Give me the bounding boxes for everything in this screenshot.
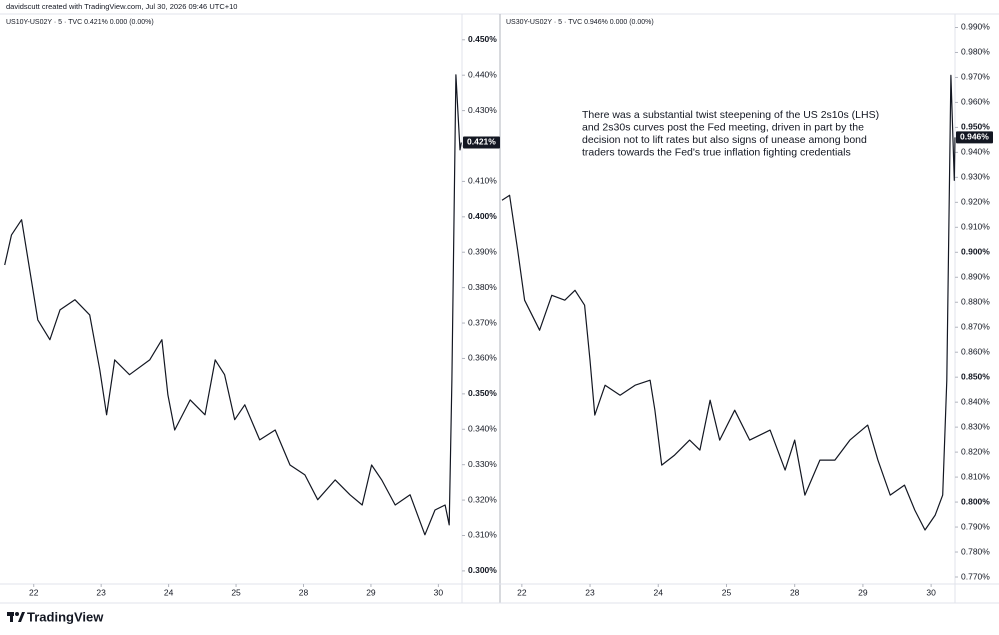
annotation-line: and 2s30s curves post the Fed meeting, d… (582, 121, 864, 133)
y-tick-label: 0.400% (468, 211, 497, 221)
logo-icon (10, 612, 13, 622)
annotation-line: decision not to lift rates but also sign… (582, 134, 867, 146)
y-tick-label: 0.300% (468, 565, 497, 575)
y-tick-label: 0.370% (468, 317, 497, 327)
y-tick-label: 0.800% (961, 496, 990, 506)
x-tick-label: 22 (517, 587, 527, 597)
price-tag-label: 0.421% (467, 137, 496, 147)
y-tick-label: 0.960% (961, 97, 990, 107)
y-tick-label: 0.900% (961, 247, 990, 257)
x-tick-label: 24 (164, 587, 174, 597)
y-tick-label: 0.860% (961, 346, 990, 356)
chart-legend: US30Y-US02Y · 5 · TVC 0.946% 0.000 (0.00… (506, 19, 654, 26)
y-tick-label: 0.980% (961, 47, 990, 57)
y-tick-label: 0.990% (961, 22, 990, 32)
y-tick-label: 0.360% (468, 353, 497, 363)
y-tick-label: 0.820% (961, 446, 990, 456)
chart-legend: US10Y-US02Y · 5 · TVC 0.421% 0.000 (0.00… (6, 19, 154, 26)
y-tick-label: 0.880% (961, 296, 990, 306)
logo-icon (15, 612, 19, 616)
logo: TradingView (7, 609, 104, 624)
y-tick-label: 0.780% (961, 546, 990, 556)
y-tick-label: 0.810% (961, 471, 990, 481)
y-tick-label: 0.770% (961, 571, 990, 581)
x-tick-label: 29 (858, 587, 868, 597)
series-line (501, 74, 956, 531)
logo-text: TradingView (27, 609, 104, 624)
x-tick-label: 25 (231, 587, 241, 597)
y-tick-label: 0.380% (468, 282, 497, 292)
price-tag-label: 0.946% (960, 132, 989, 142)
y-tick-label: 0.390% (468, 246, 497, 256)
annotation-line: traders towards the Fed's true inflation… (582, 147, 851, 159)
x-tick-label: 28 (790, 587, 800, 597)
y-tick-label: 0.870% (961, 321, 990, 331)
x-tick-label: 25 (722, 587, 732, 597)
annotation-line: There was a substantial twist steepening… (582, 109, 879, 121)
y-tick-label: 0.310% (468, 530, 497, 540)
x-tick-label: 22 (29, 587, 39, 597)
y-tick-label: 0.320% (468, 494, 497, 504)
price-tag (956, 131, 993, 144)
y-tick-label: 0.970% (961, 72, 990, 82)
y-tick-label: 0.890% (961, 272, 990, 282)
x-tick-label: 30 (434, 587, 444, 597)
x-tick-label: 23 (585, 587, 595, 597)
x-tick-label: 28 (299, 587, 309, 597)
x-tick-label: 29 (366, 587, 376, 597)
y-tick-label: 0.930% (961, 172, 990, 182)
y-tick-label: 0.790% (961, 521, 990, 531)
logo-icon (18, 612, 25, 622)
y-tick-label: 0.950% (961, 122, 990, 132)
y-tick-label: 0.850% (961, 371, 990, 381)
y-tick-label: 0.450% (468, 34, 497, 44)
y-tick-label: 0.920% (961, 197, 990, 207)
y-tick-label: 0.430% (468, 105, 497, 115)
price-tag (463, 136, 500, 149)
y-tick-label: 0.940% (961, 147, 990, 157)
y-tick-label: 0.440% (468, 69, 497, 79)
y-tick-label: 0.340% (468, 424, 497, 434)
y-tick-label: 0.910% (961, 222, 990, 232)
x-tick-label: 24 (654, 587, 664, 597)
series-line (4, 74, 462, 536)
y-tick-label: 0.410% (468, 176, 497, 186)
caption: davidscutt created with TradingView.com,… (6, 2, 237, 11)
x-tick-label: 23 (96, 587, 106, 597)
y-tick-label: 0.840% (961, 396, 990, 406)
x-tick-label: 30 (926, 587, 936, 597)
y-tick-label: 0.330% (468, 459, 497, 469)
y-tick-label: 0.830% (961, 421, 990, 431)
y-tick-label: 0.350% (468, 388, 497, 398)
